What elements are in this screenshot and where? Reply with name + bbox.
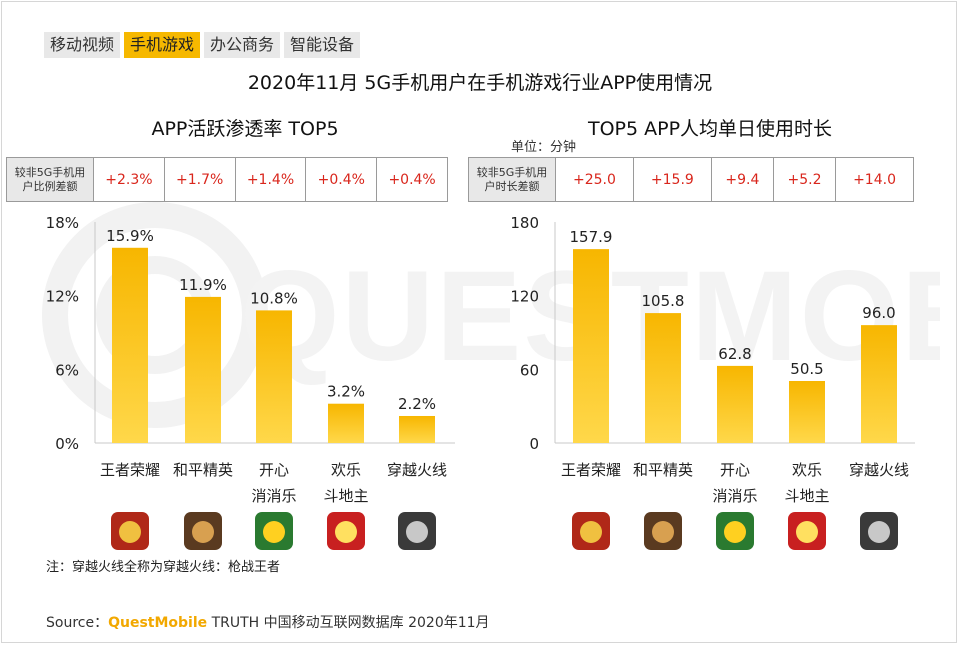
bar [789, 380, 825, 443]
bar-value-label: 3.2% [327, 383, 365, 401]
x-tick-label: 开心 [259, 461, 289, 479]
x-tick-label: 穿越火线 [387, 461, 447, 479]
y-tick-label: 180 [510, 214, 539, 232]
x-tick-label: 和平精英 [633, 461, 693, 479]
diff-value: +1.4% [234, 157, 307, 202]
diff-value: +0.4% [305, 157, 378, 202]
diff-header: 较非5G手机用户比例差额 [6, 157, 94, 202]
bar [112, 247, 148, 443]
bar [717, 365, 753, 443]
bar-value-label: 96.0 [862, 304, 895, 322]
bar-value-label: 11.9% [179, 276, 227, 294]
bar-value-label: 2.2% [398, 395, 436, 413]
diff-value: +14.0 [835, 157, 914, 202]
diff-header: 较非5G手机用户时长差额 [468, 157, 556, 202]
page-title: 2020年11月 5G手机用户在手机游戏行业APP使用情况 [247, 72, 713, 94]
tab-office[interactable]: 办公商务 [204, 32, 281, 58]
y-tick-label: 120 [510, 288, 539, 306]
bar-value-label: 50.5 [790, 360, 823, 378]
footnote: 注：穿越火线全称为穿越火线：枪战王者 [46, 560, 281, 575]
diff-value: +25.0 [555, 157, 634, 202]
y-tick-label: 0 [529, 435, 539, 453]
diff-value: +5.2 [772, 157, 837, 202]
tab-video[interactable]: 移动视频 [44, 32, 121, 58]
x-tick-label: 王者荣耀 [561, 461, 621, 479]
bar-value-label: 10.8% [250, 289, 298, 307]
bar [861, 325, 897, 443]
bar [399, 415, 435, 443]
x-tick-label: 斗地主 [323, 487, 368, 505]
y-tick-label: 18% [46, 214, 79, 232]
y-tick-label: 60 [520, 361, 539, 379]
x-tick-label: 王者荣耀 [100, 461, 160, 479]
wangzhe-icon [119, 521, 141, 543]
left-chart-title: APP活跃渗透率 TOP5 [151, 118, 339, 140]
doudizhu-icon [335, 521, 357, 543]
diff-value: +9.4 [710, 157, 774, 202]
bar-value-label: 157.9 [570, 228, 613, 246]
x-tick-label: 消消乐 [251, 487, 296, 505]
bar [573, 249, 609, 443]
category-tabs: 移动视频 手机游戏 办公商务 智能设备 [44, 32, 361, 58]
tab-mobile-games[interactable]: 手机游戏 [124, 32, 201, 58]
bar [256, 310, 292, 443]
xiaoxiaole-icon [724, 521, 746, 543]
unit-label: 单位：分钟 [511, 140, 577, 155]
x-tick-label: 斗地主 [784, 487, 829, 505]
wangzhe-icon [580, 521, 602, 543]
source-brand: QuestMobile [108, 615, 208, 631]
bar-value-label: 62.8 [718, 345, 751, 363]
y-tick-label: 6% [55, 361, 79, 379]
x-tick-label: 开心 [720, 461, 750, 479]
source-suffix: TRUTH 中国移动互联网数据库 2020年11月 [207, 615, 490, 631]
x-tick-label: 欢乐 [331, 461, 361, 479]
x-tick-label: 穿越火线 [849, 461, 909, 479]
bar [645, 313, 681, 443]
x-tick-label: 欢乐 [792, 461, 822, 479]
source-line: Source：QuestMobile TRUTH 中国移动互联网数据库 2020… [46, 612, 490, 632]
y-tick-label: 12% [46, 288, 79, 306]
x-tick-label: 消消乐 [712, 487, 757, 505]
heping-icon [652, 521, 674, 543]
diff-value: +0.4% [376, 157, 448, 202]
doudizhu-icon [796, 521, 818, 543]
right-chart-title: TOP5 APP人均单日使用时长 [587, 118, 833, 140]
left-diff-table: 较非5G手机用户比例差额 +2.3% +1.7% +1.4% +0.4% +0.… [6, 157, 448, 202]
bar-value-label: 15.9% [106, 227, 154, 245]
heping-icon [192, 521, 214, 543]
bar [328, 403, 364, 443]
bar-value-label: 105.8 [642, 292, 685, 310]
chuanyue-icon [868, 521, 890, 543]
right-diff-table: 较非5G手机用户时长差额 +25.0 +15.9 +9.4 +5.2 +14.0 [468, 157, 914, 202]
x-tick-label: 和平精英 [173, 461, 233, 479]
diff-value: +2.3% [93, 157, 165, 202]
bar [185, 296, 221, 443]
tab-smart-devices[interactable]: 智能设备 [284, 32, 361, 58]
xiaoxiaole-icon [263, 521, 285, 543]
chuanyue-icon [406, 521, 428, 543]
source-prefix: Source： [46, 615, 109, 631]
diff-value: +1.7% [163, 157, 236, 202]
y-tick-label: 0% [55, 435, 79, 453]
diff-value: +15.9 [632, 157, 712, 202]
